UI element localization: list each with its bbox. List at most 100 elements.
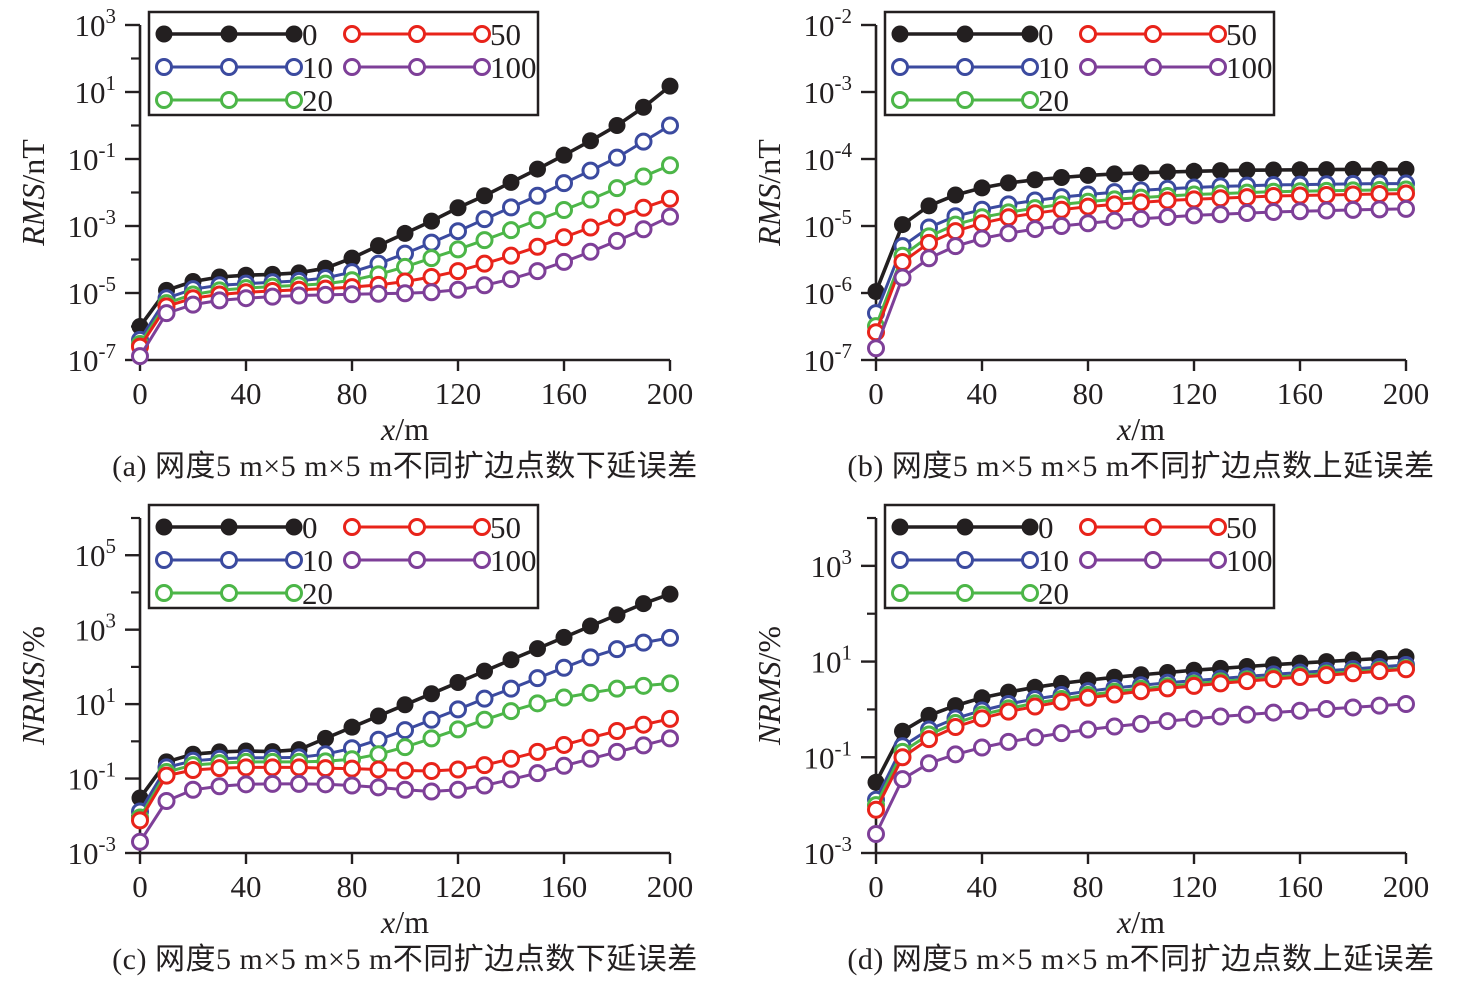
series-marker-100 [1132,209,1150,228]
series-marker-0 [894,722,911,740]
series-marker-50 [131,811,149,830]
series-marker-0 [661,585,679,603]
y-axis-label-italic: RMS [751,184,787,247]
series-marker-0 [555,628,573,646]
legend-label-20: 20 [302,576,333,611]
series-marker-50 [528,237,547,256]
legend-label-100: 100 [490,543,537,578]
legend-marker-20 [1021,584,1039,602]
y-tick-label: 10-1 [68,758,117,797]
series-marker-100 [867,339,885,358]
legend-box [883,503,1276,610]
exponent: -4 [835,138,853,162]
series-marker-20 [634,167,653,186]
series-marker-50 [502,749,520,768]
series-marker-100 [893,268,912,287]
legend-marker-10 [1021,551,1039,569]
series-marker-100 [237,289,255,308]
y-axis-label: RMS/nT [751,139,787,247]
x-axis-label-italic: x [380,411,395,447]
series-marker-50 [973,709,991,728]
series-marker-10 [528,186,547,205]
series-marker-100 [1317,201,1336,220]
series-marker-50 [237,758,255,777]
series-marker-100 [973,738,991,757]
series-marker-50 [920,233,938,252]
series-marker-50 [528,742,547,761]
series-marker-100 [1158,208,1177,227]
x-tick-label: 160 [541,869,588,904]
series-marker-0 [1053,168,1070,186]
series-marker-100 [1238,204,1256,223]
x-tick-label: 80 [1073,869,1104,904]
series-marker-100 [999,224,1018,243]
series-marker-0 [1291,161,1309,179]
legend-box [147,503,540,610]
exponent: -1 [835,736,853,760]
legend-marker-50 [343,518,361,536]
exponent: -1 [99,138,117,162]
series-marker-0 [635,595,652,613]
series-marker-100 [1052,217,1071,235]
series-marker-50 [263,758,282,777]
series-marker-100 [290,286,308,305]
series-marker-100 [661,729,679,748]
series-marker-10 [528,669,547,688]
series-marker-50 [422,761,441,780]
legend-marker-20 [891,91,909,109]
series-marker-100 [422,782,441,801]
series-marker-100 [608,742,626,761]
exponent: 1 [106,71,117,95]
series-marker-50 [946,717,965,736]
legend-marker-0 [155,518,173,536]
series-marker-50 [581,218,600,237]
series-marker-100 [1264,202,1283,221]
series-marker-100 [1185,709,1203,728]
series-marker-50 [1397,184,1415,203]
legend-marker-10 [891,58,909,76]
y-tick-label: 10-7 [68,339,117,378]
legend-label-50: 50 [1226,17,1257,52]
y-tick-label: 10-2 [804,4,853,43]
series-marker-0 [608,606,626,624]
x-axis-label: x/m [1116,411,1165,447]
series-marker-50 [369,760,388,779]
y-tick-label: 10-5 [804,205,853,244]
series-marker-0 [894,216,911,234]
series-marker-50 [867,800,885,819]
y-axis-label-italic: NRMS [751,662,787,747]
series-marker-50 [1291,186,1309,205]
exponent: 3 [106,4,117,28]
y-tick-label: 10-6 [804,272,853,311]
series-marker-0 [502,173,520,191]
series-marker-100 [1105,717,1124,736]
series-marker-20 [396,738,414,757]
panel-c: 105 103 101 10-1 10-3 0 40 80 120 160 200 x/m NRMS/%… [0,493,736,986]
series-marker-100 [1264,703,1283,722]
caption-a: (a) 网度5 m×5 m×5 m不同扩边点数下延误差 [112,450,698,483]
series-marker-50 [1291,668,1309,687]
series-marker-100 [316,285,335,304]
series-marker-100 [1026,220,1044,239]
legend-marker-10 [285,551,303,569]
series-marker-20 [661,674,679,693]
series-marker-50 [1238,188,1256,207]
legend-marker-10 [155,551,173,569]
legend-label-0: 0 [1038,17,1054,52]
legend-label-10: 10 [302,543,333,578]
series-marker-20 [634,676,653,695]
x-tick-label: 80 [1073,376,1104,411]
series-marker-50 [316,759,335,778]
x-axis-label-rest: /m [1131,411,1165,447]
series-marker-50 [449,760,467,779]
x-tick-label: 160 [541,376,588,411]
series-marker-100 [290,774,308,793]
series-marker-50 [634,715,653,734]
series-marker-10 [422,710,441,729]
legend-label-50: 50 [490,510,521,545]
series-marker-50 [1211,674,1230,693]
legend-marker-100 [408,58,426,76]
legend-label-0: 0 [302,510,318,545]
series-marker-50 [290,758,308,777]
